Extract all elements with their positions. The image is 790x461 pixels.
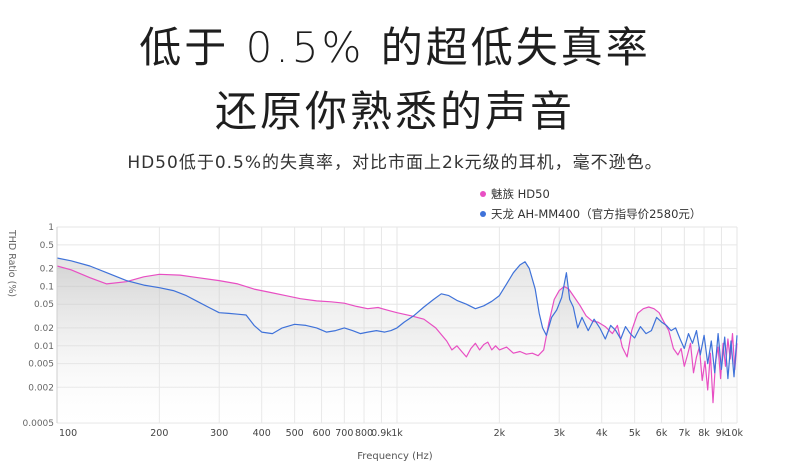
series-area-1 bbox=[57, 258, 737, 423]
x-tick-label: 0.9k bbox=[371, 428, 392, 439]
x-tick-label: 5k bbox=[629, 428, 641, 439]
legend-label-denon: 天龙 AH-MM400（官方指导价2580元） bbox=[491, 207, 702, 221]
x-tick-label: 1k bbox=[391, 428, 403, 439]
x-tick-label: 300 bbox=[210, 428, 228, 439]
x-tick-label: 400 bbox=[253, 428, 271, 439]
chart-area-fills bbox=[57, 258, 737, 423]
legend-label-hd50: 魅族 HD50 bbox=[491, 187, 550, 201]
x-tick-label: 600 bbox=[313, 428, 331, 439]
headline-line-1: 低于 0.5% 的超低失真率 bbox=[139, 23, 651, 72]
y-tick-label: 1 bbox=[48, 223, 54, 233]
subtitle: HD50低于0.5%的失真率，对比市面上2k元级的耳机，毫不逊色。 bbox=[127, 153, 663, 173]
x-tick-label: 4k bbox=[596, 428, 608, 439]
y-tick-label: 0.02 bbox=[34, 324, 54, 334]
x-tick-label: 10k bbox=[725, 428, 743, 439]
headline-line-2: 还原你熟悉的声音 bbox=[214, 87, 575, 136]
legend-swatch-denon bbox=[480, 211, 486, 217]
y-tick-label: 0.005 bbox=[28, 360, 54, 370]
y-tick-label: 0.2 bbox=[40, 265, 54, 275]
series-line-1 bbox=[56, 257, 738, 380]
y-axis-title: THD Ratio (%) bbox=[6, 229, 17, 297]
x-tick-label: 100 bbox=[59, 428, 77, 439]
x-tick-label: 7k bbox=[679, 428, 691, 439]
y-tick-label: 0.5 bbox=[40, 241, 54, 251]
legend-item-hd50: 魅族 HD50 bbox=[480, 184, 701, 204]
x-tick-label: 800 bbox=[355, 428, 373, 439]
y-tick-label: 0.01 bbox=[34, 342, 54, 352]
y-tick-label: 0.05 bbox=[34, 300, 54, 310]
series-line-0 bbox=[56, 265, 738, 404]
x-tick-label: 2k bbox=[494, 428, 506, 439]
x-tick-label: 200 bbox=[150, 428, 168, 439]
chart-legend: 魅族 HD50 天龙 AH-MM400（官方指导价2580元） bbox=[480, 184, 701, 224]
x-tick-label: 8k bbox=[698, 428, 710, 439]
chart-axes: 1 0.5 0.2 0.1 0.05 0.02 0.01 0.005 0.002 0.0005 10… bbox=[6, 223, 743, 461]
legend-swatch-hd50 bbox=[480, 191, 486, 197]
x-axis-title: Frequency (Hz) bbox=[357, 451, 433, 461]
x-tick-label: 3k bbox=[553, 428, 565, 439]
y-tick-label: 0.0005 bbox=[23, 419, 55, 429]
x-tick-label: 9k bbox=[716, 428, 728, 439]
y-tick-label: 0.002 bbox=[28, 383, 54, 393]
x-tick-label: 500 bbox=[286, 428, 304, 439]
y-tick-label: 0.1 bbox=[40, 282, 54, 292]
x-tick-label: 700 bbox=[335, 428, 353, 439]
legend-item-denon: 天龙 AH-MM400（官方指导价2580元） bbox=[480, 204, 701, 224]
chart-series bbox=[56, 257, 738, 404]
x-tick-label: 6k bbox=[656, 428, 668, 439]
